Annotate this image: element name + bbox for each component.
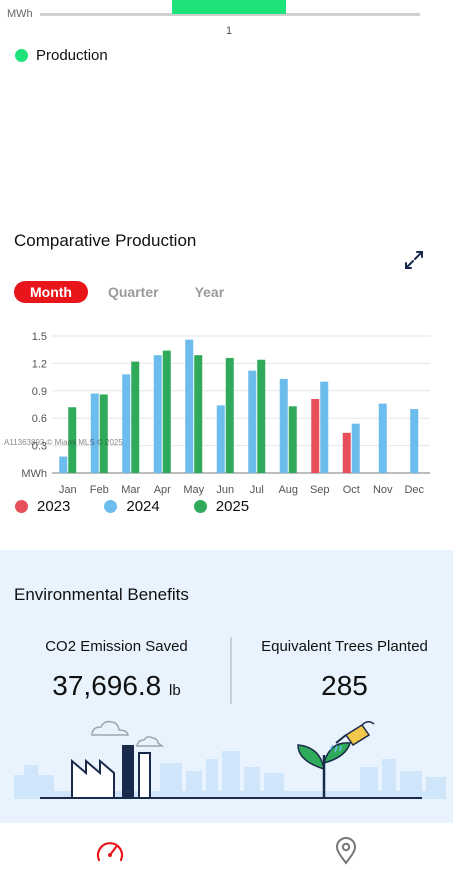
bar-2024-apr <box>153 355 162 473</box>
bar-2024-dec <box>410 409 419 473</box>
environmental-title: Environmental Benefits <box>14 585 189 604</box>
legend-item-2025[interactable]: 2025 <box>193 498 250 515</box>
skyline-icon <box>14 751 446 799</box>
x-tick-label: Jan <box>59 484 77 496</box>
tab-year[interactable]: Year <box>194 284 225 300</box>
bar-2025-jan <box>68 407 77 473</box>
bar-2023-sep <box>311 399 320 473</box>
x-tick-label: Dec <box>404 484 424 496</box>
x-tick-label: Mar <box>121 484 140 496</box>
plant-icon <box>297 742 351 798</box>
production-legend: Production <box>15 47 108 64</box>
legend-dot-2025 <box>193 500 207 513</box>
top-chart-axis <box>40 13 420 16</box>
top-chart-tick: 1 <box>225 25 233 37</box>
bar-2025-aug <box>288 406 297 473</box>
y-tick-label: 1.5 <box>32 331 47 343</box>
bar-2024-jun <box>216 405 225 473</box>
legend-label-2024: 2024 <box>126 498 160 515</box>
watering-can-icon <box>329 721 375 753</box>
comparative-bar-chart: 0.3 0.6 0.9 1.2 1.5 MWh Jan Feb Mar Apr May Jun Jul A… <box>21 331 430 496</box>
bar-2025-may <box>194 355 203 473</box>
bar-2024-sep <box>320 381 329 473</box>
bar-2024-jul <box>248 370 257 473</box>
x-tick-label: Apr <box>154 484 171 496</box>
x-tick-label: Nov <box>373 484 393 496</box>
bar-2024-aug <box>279 378 288 473</box>
legend-label-2025: 2025 <box>215 498 250 515</box>
speedometer-icon[interactable] <box>95 836 125 866</box>
bar-2025-apr <box>162 350 171 473</box>
legend-item-2023[interactable]: 2023 <box>15 498 70 515</box>
expand-arrows-icon[interactable] <box>404 250 424 270</box>
legend-label-2023: 2023 <box>37 498 71 515</box>
co2-value-block: 37,696.8 lb <box>10 670 223 702</box>
stat-divider <box>230 637 232 704</box>
tab-quarter[interactable]: Quarter <box>107 284 159 300</box>
y-tick-label: 0.9 <box>32 386 47 398</box>
x-tick-label: Oct <box>343 484 360 496</box>
y-axis-unit: MWh <box>21 468 47 480</box>
x-tick-label: May <box>183 484 204 496</box>
tab-month[interactable]: Month <box>14 281 88 303</box>
bar-2024-feb <box>90 393 99 473</box>
trees-label: Equivalent Trees Planted <box>261 638 428 655</box>
top-chart-unit: MWh <box>7 8 33 20</box>
x-tick-label: Jun <box>216 484 234 496</box>
bottom-navigation <box>0 823 453 885</box>
x-tick-label: Jul <box>250 484 264 496</box>
x-tick-label: Sep <box>310 484 330 496</box>
period-tabs: Month Quarter Year <box>14 281 244 303</box>
production-legend-label: Production <box>36 47 108 64</box>
bar-2025-jun <box>225 357 234 473</box>
bar-2025-jul <box>257 359 266 473</box>
comparative-title: Comparative Production <box>14 231 197 250</box>
bar-2025-mar <box>131 361 140 473</box>
bar-2023-oct <box>342 432 351 473</box>
co2-label: CO2 Emission Saved <box>45 638 188 655</box>
comparative-legend: 2023 2024 2025 <box>15 498 283 515</box>
production-chart-top: MWh 1 <box>0 0 453 46</box>
legend-item-2024[interactable]: 2024 <box>104 498 160 515</box>
bar-2024-nov <box>378 403 387 473</box>
bar-2024-oct <box>351 423 360 473</box>
bar-2025-feb <box>99 394 108 473</box>
x-tick-label: Aug <box>278 484 298 496</box>
cloud-icon <box>91 720 165 747</box>
co2-value: 37,696.8 <box>52 670 162 701</box>
bar-2024-may <box>185 339 194 473</box>
co2-unit: lb <box>169 682 181 699</box>
bar-2024-mar <box>122 374 131 473</box>
legend-dot-2024 <box>104 500 118 513</box>
y-tick-label: 0.6 <box>32 413 47 425</box>
top-chart-bar <box>172 0 286 14</box>
environment-illustration <box>14 720 446 799</box>
y-tick-label: 1.2 <box>32 358 47 370</box>
legend-dot-2023 <box>15 500 28 513</box>
x-tick-label: Feb <box>90 484 109 496</box>
production-legend-dot <box>15 49 28 62</box>
factory-icon <box>71 745 151 799</box>
bar-2024-jan <box>59 456 68 473</box>
y-tick-label: 0.3 <box>32 441 47 453</box>
trees-value: 285 <box>321 670 368 701</box>
location-pin-icon[interactable] <box>331 836 361 866</box>
